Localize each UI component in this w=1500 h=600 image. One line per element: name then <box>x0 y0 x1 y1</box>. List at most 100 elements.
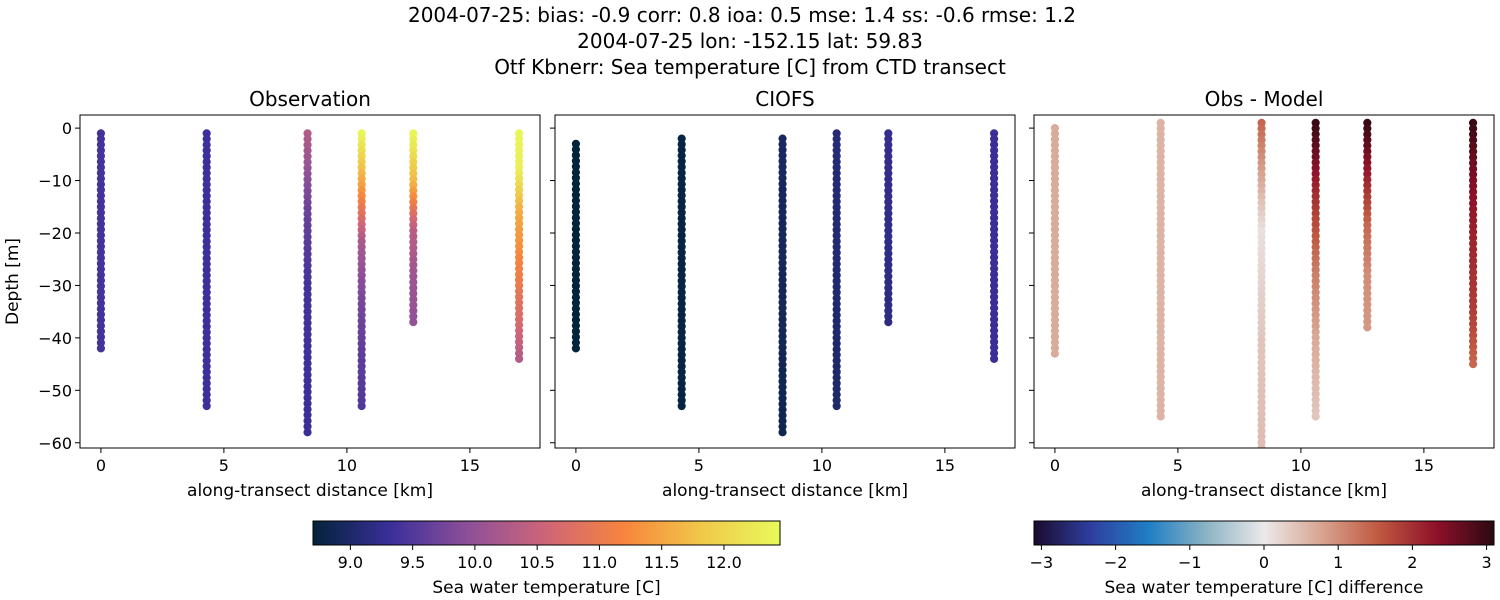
data-point <box>884 260 893 270</box>
data-point <box>357 379 366 388</box>
data-point <box>202 254 211 263</box>
data-point <box>989 213 999 223</box>
data-point <box>357 231 366 240</box>
data-point <box>409 255 418 264</box>
colorbar-tick-label: −1 <box>1178 553 1202 572</box>
data-point <box>989 146 999 155</box>
data-point <box>778 270 787 279</box>
data-point <box>832 157 841 166</box>
data-point <box>202 174 211 183</box>
data-point <box>96 265 106 274</box>
data-point <box>1468 245 1478 254</box>
data-point <box>778 151 787 160</box>
data-point <box>1156 389 1165 399</box>
data-point <box>514 208 524 217</box>
data-point <box>677 134 686 143</box>
data-point <box>96 146 106 155</box>
data-point <box>884 226 893 235</box>
data-point <box>1311 299 1320 308</box>
profile <box>409 129 418 327</box>
data-point <box>303 307 312 316</box>
data-point <box>571 224 581 234</box>
data-point <box>96 310 106 319</box>
panel-title: CIOFS <box>755 87 814 111</box>
data-point <box>1050 349 1060 358</box>
data-point <box>677 265 686 274</box>
data-point <box>303 215 312 224</box>
data-point <box>1257 232 1266 242</box>
data-point <box>409 175 418 184</box>
data-point <box>1257 386 1266 396</box>
data-point <box>1311 243 1320 252</box>
data-point <box>1050 264 1060 274</box>
profile <box>1311 118 1320 421</box>
data-point <box>677 219 686 229</box>
data-point <box>1363 266 1372 275</box>
profile <box>778 134 787 437</box>
data-point <box>1156 361 1165 370</box>
y-axis-label: Depth [m] <box>3 238 23 325</box>
data-point <box>303 382 312 391</box>
x-tick-label: 0 <box>96 456 106 475</box>
data-point <box>1257 421 1266 430</box>
data-point <box>1363 130 1372 139</box>
data-point <box>1468 222 1478 231</box>
data-point <box>357 248 366 257</box>
data-point <box>514 320 524 330</box>
data-point <box>1050 180 1060 189</box>
data-point <box>1363 249 1372 258</box>
data-point <box>303 129 312 138</box>
data-point <box>1156 384 1165 393</box>
data-point <box>96 140 106 149</box>
colorbar-gradient <box>312 520 781 546</box>
data-point <box>778 190 787 200</box>
data-point <box>832 134 841 144</box>
data-point <box>1468 268 1478 277</box>
data-point <box>677 310 686 320</box>
colorbar-label: Sea water temperature [C] <box>432 578 660 598</box>
data-point <box>778 207 787 217</box>
data-point <box>778 236 787 245</box>
data-point <box>514 236 524 245</box>
data-point <box>571 344 581 353</box>
data-point <box>1050 242 1060 251</box>
data-point <box>832 328 841 337</box>
data-point <box>303 336 312 345</box>
data-point <box>884 140 893 149</box>
data-point <box>202 379 211 388</box>
colorbar-tick-label: 9.0 <box>338 553 363 572</box>
data-point <box>832 373 841 382</box>
data-point <box>1468 164 1478 173</box>
data-point <box>1363 289 1372 298</box>
data-point <box>677 396 686 405</box>
data-point <box>832 169 841 178</box>
data-point <box>96 231 106 240</box>
data-point <box>1156 282 1165 291</box>
data-point <box>96 134 106 144</box>
data-point <box>514 225 524 234</box>
data-point <box>677 174 686 183</box>
data-point <box>778 157 787 166</box>
data-point <box>571 179 581 188</box>
data-point <box>571 145 581 154</box>
data-point <box>1363 306 1372 315</box>
data-point <box>514 349 524 358</box>
data-point <box>202 220 211 229</box>
data-point <box>778 281 787 290</box>
data-point <box>571 247 581 256</box>
data-point <box>1257 124 1266 133</box>
data-point <box>1156 327 1165 336</box>
data-point <box>571 304 581 313</box>
data-point <box>409 266 418 275</box>
data-point <box>1363 152 1372 162</box>
data-point <box>571 315 581 325</box>
data-point <box>202 339 211 348</box>
data-point <box>1050 124 1060 133</box>
data-point <box>1468 325 1478 334</box>
data-point <box>832 367 841 377</box>
data-point <box>514 134 524 144</box>
data-point <box>677 236 686 246</box>
data-point <box>832 384 841 394</box>
data-point <box>1257 158 1266 167</box>
data-point <box>514 298 524 307</box>
